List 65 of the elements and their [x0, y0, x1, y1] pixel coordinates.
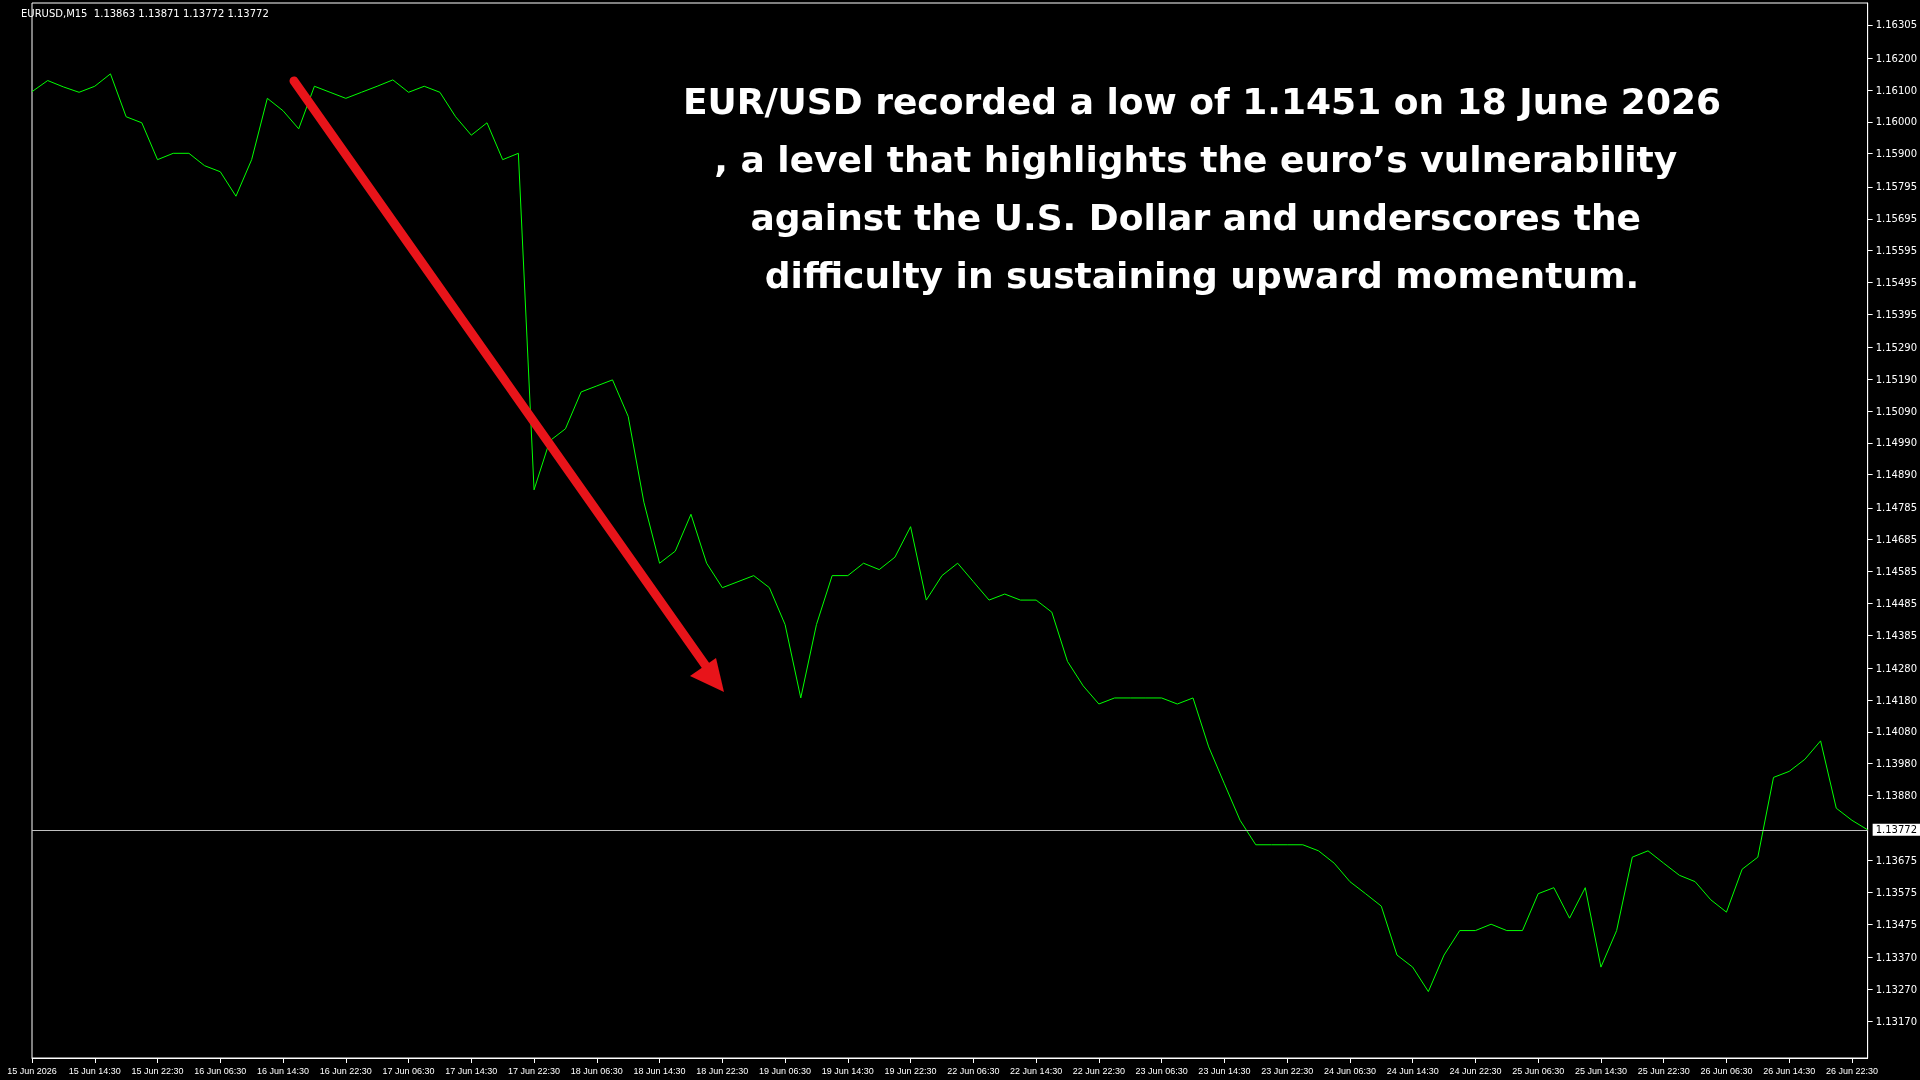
- line-series: [31, 73, 1869, 993]
- y-tick-label: 1.13980: [1875, 758, 1918, 770]
- y-tick-label: 1.15695: [1875, 213, 1918, 225]
- x-tick-label: 22 Jun 14:30: [1010, 1065, 1063, 1076]
- x-tick-label: 18 Jun 14:30: [633, 1065, 686, 1076]
- y-tick-label: 1.13170: [1875, 1015, 1918, 1027]
- x-tick-label: 19 Jun 22:30: [884, 1065, 937, 1076]
- x-tick-label: 25 Jun 22:30: [1637, 1065, 1690, 1076]
- y-tick-label: 1.14585: [1875, 565, 1918, 577]
- x-tick-label: 26 Jun 22:30: [1825, 1065, 1878, 1076]
- x-tick-label: 17 Jun 22:30: [508, 1065, 561, 1076]
- y-tick-label: 1.15290: [1875, 341, 1918, 353]
- y-tick-label: 1.14080: [1875, 726, 1918, 738]
- y-tick-label: 1.14485: [1875, 597, 1918, 609]
- x-tick-label: 24 Jun 22:30: [1449, 1065, 1502, 1076]
- x-tick-label: 15 Jun 2026: [7, 1065, 57, 1076]
- y-tick-label: 1.13675: [1875, 855, 1918, 867]
- y-tick-label: 1.16100: [1875, 84, 1918, 96]
- x-tick-label: 19 Jun 06:30: [759, 1065, 812, 1076]
- y-tick-label: 1.15190: [1875, 373, 1918, 385]
- y-tick-label: 1.16200: [1875, 52, 1918, 64]
- x-tick-label: 16 Jun 22:30: [319, 1065, 372, 1076]
- x-tick-label: 24 Jun 06:30: [1323, 1065, 1376, 1076]
- y-tick-label: 1.14785: [1875, 502, 1918, 514]
- y-tick-label: 1.15090: [1875, 405, 1918, 417]
- annotation: EUR/USD recorded a low of 1.1451 on 18 June 2026, a level that highlights the euro’s vulnerability against the U.S. Dollar and underscores the difficulty in sustaining upward momentum.: [682, 80, 1722, 296]
- y-tick-label: 1.15595: [1875, 245, 1918, 257]
- y-tick-label: 1.15795: [1875, 181, 1918, 193]
- x-tick-label: 18 Jun 22:30: [696, 1065, 749, 1076]
- x-tick-label: 24 Jun 14:30: [1386, 1065, 1439, 1076]
- y-tick-label: 1.13575: [1875, 886, 1918, 898]
- y-tick-label: 1.14990: [1875, 437, 1918, 449]
- x-tick-label: 23 Jun 06:30: [1135, 1065, 1188, 1076]
- x-tick-label: 22 Jun 22:30: [1072, 1065, 1125, 1076]
- y-tick-label: 1.13475: [1875, 918, 1918, 930]
- y-tick-label: 1.14280: [1875, 662, 1918, 674]
- x-tick-label: 15 Jun 22:30: [131, 1065, 184, 1076]
- x-tick-label: 18 Jun 06:30: [570, 1065, 623, 1076]
- x-tick-label: 19 Jun 14:30: [821, 1065, 874, 1076]
- ref-line-label: 1.13772: [1875, 824, 1918, 836]
- y-tick-label: 1.16000: [1875, 116, 1918, 128]
- x-tick-label: 26 Jun 14:30: [1763, 1065, 1816, 1076]
- x-tick-label: 15 Jun 14:30: [68, 1065, 121, 1076]
- x-tick-label: 16 Jun 14:30: [257, 1065, 310, 1076]
- y-tick-label: 1.14890: [1875, 469, 1918, 481]
- y-tick-label: 1.13880: [1875, 790, 1918, 802]
- y-tick-label: 1.14180: [1875, 694, 1918, 706]
- y-tick-label: 1.13370: [1875, 952, 1918, 964]
- x-tick-label: 23 Jun 14:30: [1198, 1065, 1251, 1076]
- x-tick-label: 22 Jun 06:30: [947, 1065, 1000, 1076]
- x-tick-label: 25 Jun 14:30: [1574, 1065, 1627, 1076]
- y-tick-label: 1.14385: [1875, 629, 1918, 641]
- x-tick-label: 16 Jun 06:30: [194, 1065, 247, 1076]
- x-tick-label: 17 Jun 06:30: [382, 1065, 435, 1076]
- x-tick-label: 26 Jun 06:30: [1700, 1065, 1753, 1076]
- y-tick-label: 1.16305: [1875, 19, 1918, 31]
- y-tick-label: 1.13270: [1875, 983, 1918, 995]
- chart-title: EURUSD,M15 1.13863 1.13871 1.13772 1.13772: [21, 7, 269, 19]
- y-tick-label: 1.15900: [1875, 148, 1918, 160]
- x-tick-label: 17 Jun 14:30: [445, 1065, 498, 1076]
- y-tick-label: 1.14685: [1875, 534, 1918, 546]
- y-tick-label: 1.15495: [1875, 276, 1918, 288]
- y-tick-label: 1.15395: [1875, 308, 1918, 320]
- x-tick-label: 23 Jun 22:30: [1261, 1065, 1314, 1076]
- x-tick-label: 25 Jun 06:30: [1512, 1065, 1565, 1076]
